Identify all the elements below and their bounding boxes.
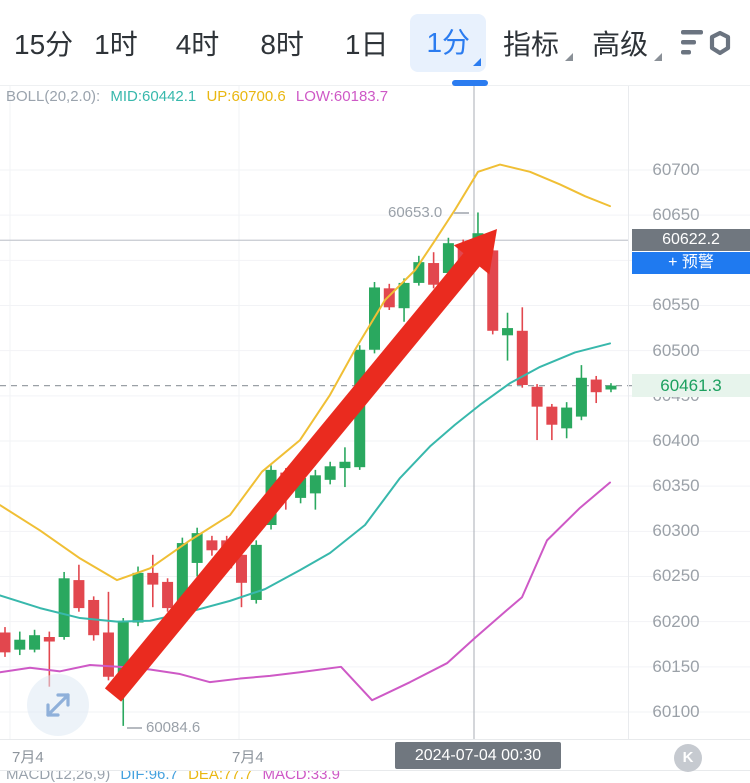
chart-plot [0, 86, 750, 739]
low-label-dash [127, 727, 142, 729]
candle-body [29, 635, 41, 650]
candle-body [487, 250, 499, 331]
high-price-label: 60653.0 [388, 204, 443, 221]
crosshair-timestamp-badge: 2024-07-04 00:30 [395, 742, 561, 769]
candle-body [546, 406, 558, 425]
dropdown-triangle-icon [565, 52, 574, 61]
candle-body [442, 243, 454, 273]
timeframe-tabs: 15分 1时 4时 8时 1日 1分 [14, 13, 503, 72]
price-axis-label: 60300 [652, 521, 700, 541]
menu-advanced[interactable]: 高级 [592, 23, 663, 63]
candle-body [531, 386, 543, 407]
trend-arrow-shaft [104, 242, 489, 702]
boll-upper-band-line [0, 163, 611, 582]
candle-body [117, 621, 129, 677]
candle-body [191, 533, 203, 563]
candle-body [162, 581, 174, 609]
price-axis-label: 60700 [652, 160, 700, 179]
candle-body [250, 544, 262, 600]
dropdown-triangle-icon [654, 52, 663, 61]
tab-4h[interactable]: 4时 [175, 28, 220, 60]
active-tab-dropdown-triangle [473, 57, 482, 66]
candle-body [324, 466, 336, 480]
price-axis-label: 60550 [652, 295, 700, 315]
candle-body [561, 407, 573, 429]
candle-body [176, 543, 188, 605]
candle-body [147, 572, 159, 585]
candle-body [14, 639, 26, 650]
candle-body [502, 328, 514, 336]
tab-1m[interactable]: 1分 [410, 13, 487, 72]
k-line-button[interactable]: K [674, 744, 702, 772]
candle-body [102, 632, 114, 677]
expand-chart-button[interactable] [26, 673, 90, 737]
candle-body [428, 263, 440, 285]
high-label-dash [454, 212, 469, 214]
candle-body [206, 540, 218, 551]
boll-mid-band-line [0, 342, 611, 623]
price-axis-label: 60650 [652, 205, 700, 225]
candle-body [339, 461, 351, 469]
candle-body [88, 599, 100, 636]
candle-body [383, 288, 395, 308]
tab-1d[interactable]: 1日 [344, 28, 389, 60]
price-axis-label: 60100 [652, 701, 700, 721]
price-axis-label: 60350 [652, 476, 700, 496]
candle-body [43, 637, 55, 642]
boll-mid-value: MID:60442.1 [110, 88, 197, 105]
boll-up-value: UP:60700.6 [206, 88, 286, 105]
tab-15m[interactable]: 15分 [14, 28, 74, 60]
price-axis-label: 60250 [652, 566, 700, 586]
tab-8h[interactable]: 8时 [260, 28, 304, 60]
candle-body [235, 554, 247, 583]
low-price-label: 60084.6 [146, 719, 201, 736]
candle-body [0, 632, 11, 653]
candlestick-chart-canvas[interactable]: 6070060650605506050060450604006035060300… [0, 86, 750, 739]
alert-price-badge: 60622.2 [632, 229, 750, 252]
candle-body [295, 478, 307, 498]
candle-body [575, 377, 587, 417]
price-axis-separator [628, 86, 629, 739]
price-axis-label: 60200 [652, 611, 700, 631]
boll-low-value: LOW:60183.7 [295, 88, 389, 105]
tab-1h[interactable]: 1时 [94, 28, 138, 60]
menu-indicator[interactable]: 指标 [503, 23, 574, 63]
trend-arrow-head [453, 229, 497, 275]
candle-body [590, 379, 602, 393]
time-axis-row: 7月4 7月4 2024-07-04 00:30 K [0, 739, 750, 772]
boll-label: BOLL(20,2.0): [6, 88, 101, 105]
timeframe-toolbar: 15分 1时 4时 8时 1日 1分 指标 高级 [0, 0, 750, 86]
toolbar-menus: 指标 高级 [503, 23, 679, 63]
time-axis-label-left: 7月4 [12, 749, 44, 766]
candle-body [413, 262, 425, 283]
add-alert-button[interactable]: + 预警 [632, 251, 750, 274]
price-axis-label: 60150 [652, 656, 700, 676]
candle-body [309, 475, 321, 494]
time-axis-label-mid: 7月4 [232, 749, 264, 766]
candle-body [605, 385, 617, 390]
candle-body [398, 282, 410, 309]
chart-settings-button[interactable] [679, 26, 731, 60]
candle-body [516, 330, 528, 385]
boll-lower-band-line [0, 481, 611, 702]
chart-settings-icon [681, 29, 731, 55]
price-axis-label: 60400 [652, 430, 700, 450]
boll-indicator-row: BOLL(20,2.0): MID:60442.1 UP:60700.6 LOW… [6, 88, 394, 105]
candle-body [132, 572, 144, 623]
active-tab-underline [452, 80, 488, 86]
candle-body [73, 580, 85, 609]
price-axis-label: 60500 [652, 340, 700, 360]
current-price-badge: 60461.3 [632, 374, 750, 398]
expand-arrows-icon [27, 674, 89, 736]
candle-body [58, 578, 70, 638]
